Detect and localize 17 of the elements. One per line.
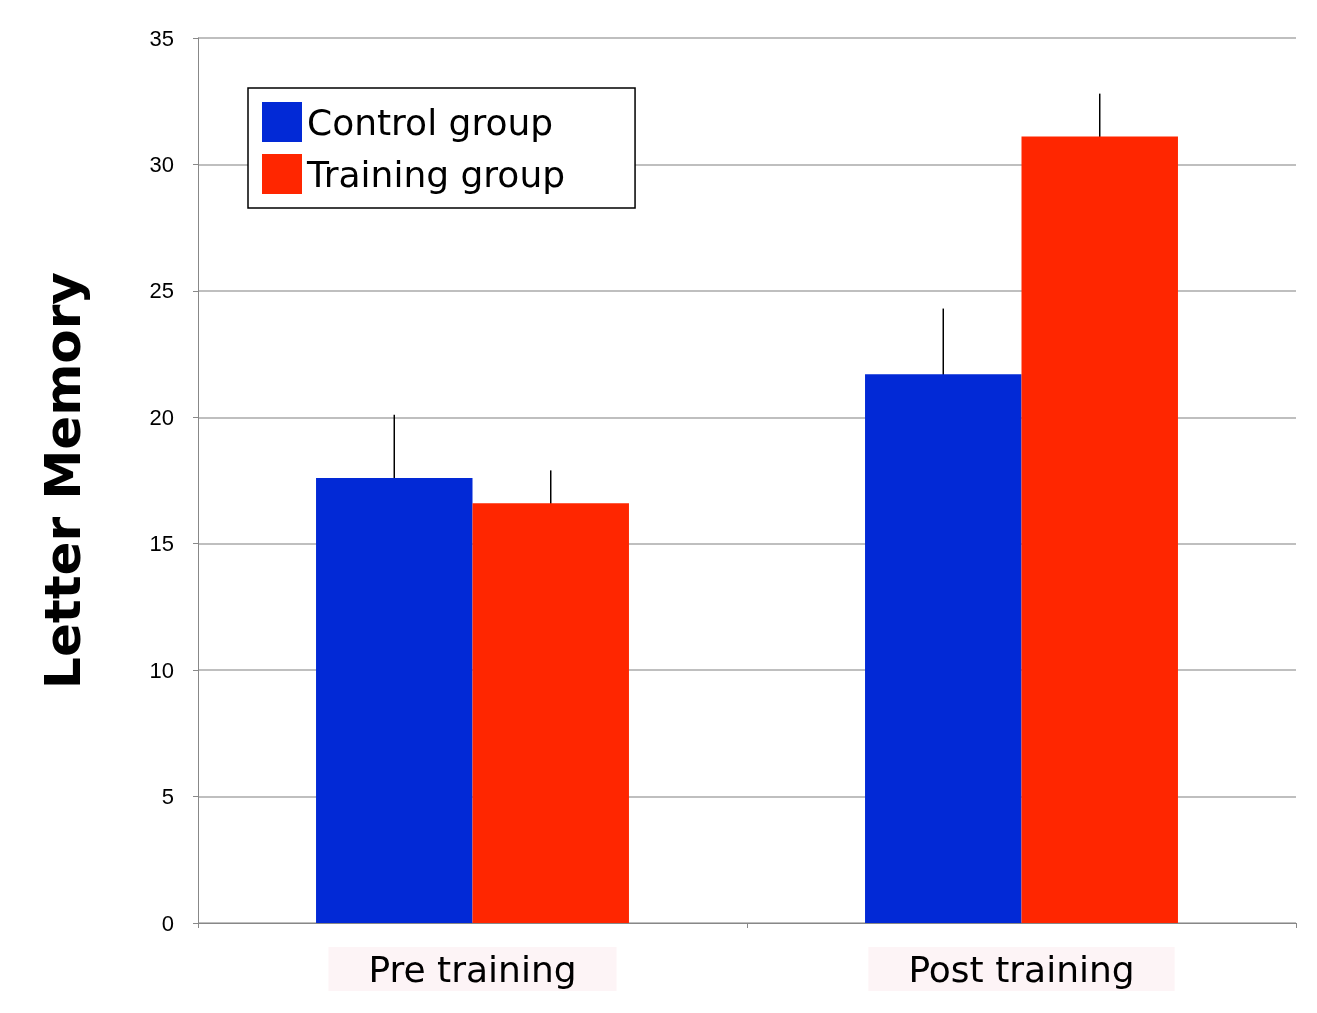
bar [1021,136,1178,923]
bar [865,374,1022,923]
bar [316,477,473,923]
y-tick-label: 25 [149,278,174,304]
y-tick-label: 30 [149,151,174,177]
y-tick-label: 10 [149,657,174,683]
x-tick-label: Post training [908,948,1135,990]
x-tick-label: Pre training [368,948,577,990]
y-tick-label: 15 [149,531,174,557]
y-tick-label: 0 [161,910,174,936]
legend-label: Control group [307,101,554,143]
bar [472,503,629,923]
legend-label: Training group [306,153,566,195]
y-tick-label: 20 [149,404,174,430]
y-tick-label: 5 [161,784,174,810]
y-axis-title: Letter Memory [34,272,92,689]
y-tick-label: 35 [149,25,174,51]
